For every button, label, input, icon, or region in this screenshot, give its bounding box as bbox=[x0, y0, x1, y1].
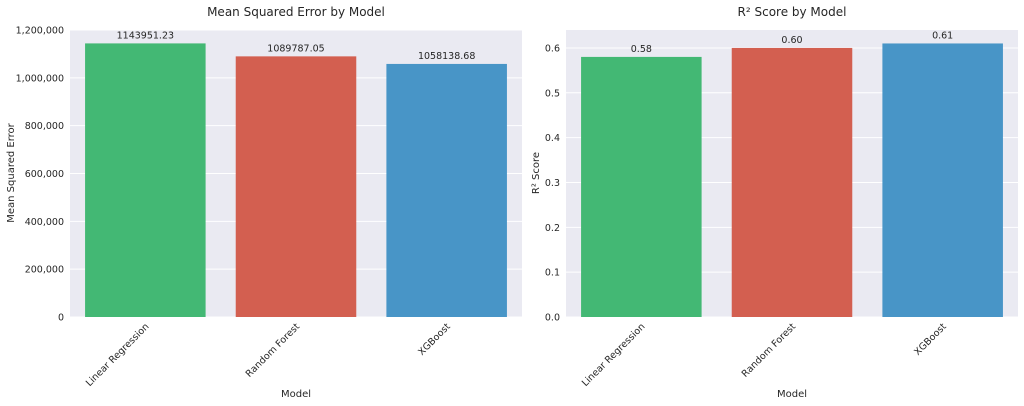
r2-chart-title: R² Score by Model bbox=[738, 5, 847, 19]
mse-x-tick-label: Random Forest bbox=[244, 321, 303, 380]
r2-y-tick-label: 0.3 bbox=[545, 178, 560, 189]
mse-y-tick-label: 1,200,000 bbox=[16, 26, 64, 37]
mse-data-label: 1143951.23 bbox=[117, 30, 174, 41]
r2-bar bbox=[581, 56, 702, 317]
r2-y-tick-label: 0.0 bbox=[545, 313, 560, 324]
mse-bar bbox=[386, 63, 507, 317]
mse-y-tick-label: 200,000 bbox=[25, 265, 64, 276]
mse-data-label: 1089787.05 bbox=[267, 43, 324, 54]
r2-data-label: 0.58 bbox=[631, 44, 652, 55]
mse-y-tick-label: 1,000,000 bbox=[16, 73, 64, 84]
r2-bar bbox=[882, 43, 1003, 317]
r2-x-tick-label: Random Forest bbox=[740, 321, 799, 380]
r2-y-axis-label: R² Score bbox=[531, 152, 542, 194]
mse-y-tick-label: 400,000 bbox=[25, 217, 64, 228]
r2-y-tick-label: 0.1 bbox=[545, 268, 560, 279]
mse-y-tick-label: 800,000 bbox=[25, 121, 64, 132]
r2-x-axis-label: Model bbox=[777, 389, 807, 400]
r2-x-tick-label: XGBoost bbox=[912, 321, 949, 358]
mse-y-tick-label: 0 bbox=[58, 313, 64, 324]
r2-y-tick-label: 0.5 bbox=[545, 88, 560, 99]
mse-x-tick-label: XGBoost bbox=[416, 321, 453, 358]
r2-data-label: 0.61 bbox=[932, 30, 953, 41]
mse-x-axis-label: Model bbox=[281, 389, 311, 400]
mse-bar bbox=[235, 56, 357, 318]
mse-x-tick-label: Linear Regression bbox=[84, 321, 152, 389]
r2-bar bbox=[731, 47, 853, 317]
r2-y-tick-label: 0.2 bbox=[545, 223, 560, 234]
r2-chart: 0.0 0.1 0.2 0.3 0.4 0.5 0.6 Linear Regression Ra… bbox=[531, 5, 1018, 400]
r2-y-tick-label: 0.4 bbox=[545, 133, 560, 144]
mse-bar bbox=[85, 43, 206, 317]
r2-y-tick-label: 0.6 bbox=[545, 43, 560, 54]
mse-y-tick-label: 600,000 bbox=[25, 169, 64, 180]
mse-chart-title: Mean Squared Error by Model bbox=[207, 5, 385, 19]
r2-x-tick-label: Linear Regression bbox=[580, 321, 648, 389]
mse-chart: 0 200,000 400,000 600,000 800,000 1,000,000 1,… bbox=[6, 5, 522, 400]
r2-data-label: 0.60 bbox=[781, 35, 802, 46]
mse-y-axis-label: Mean Squared Error bbox=[6, 122, 17, 222]
mse-data-label: 1058138.68 bbox=[418, 51, 475, 62]
